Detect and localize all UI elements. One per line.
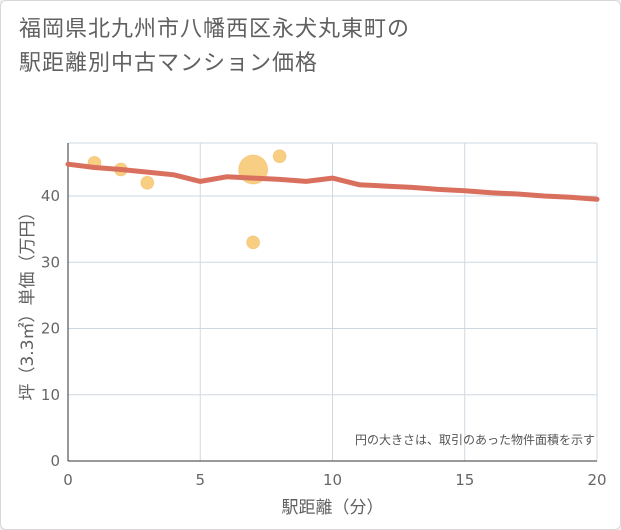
tick-labels: 0 5 10 15 20 0 10 20 30 40: [41, 187, 607, 489]
trend-line: [65, 161, 600, 202]
title-line-1: 福岡県北九州市八幡西区永犬丸東町の: [19, 17, 411, 42]
y-tick-label: 10: [41, 386, 60, 404]
trend-group: [65, 161, 600, 202]
x-tick-label: 20: [587, 471, 606, 489]
data-point: [246, 235, 261, 250]
x-tick-label: 5: [195, 471, 205, 489]
chart-title: 福岡県北九州市八幡西区永犬丸東町の 駅距離別中古マンション価格: [19, 13, 609, 81]
title-line-2: 駅距離別中古マンション価格: [19, 51, 319, 76]
axes: [67, 143, 597, 462]
x-tick-label: 15: [455, 471, 474, 489]
y-axis-label: 坪（3.3㎡）単価（万円）: [18, 203, 38, 400]
size-note: 円の大きさは、取引のあった物件面積を示す: [355, 432, 595, 447]
x-axis-label: 駅距離（分）: [282, 498, 384, 518]
y-tick-label: 40: [41, 187, 60, 205]
y-tick-label: 0: [50, 452, 60, 470]
data-point: [140, 175, 155, 190]
x-tick-label: 0: [63, 471, 73, 489]
y-tick-label: 20: [41, 320, 60, 338]
data-point: [272, 149, 287, 164]
x-tick-label: 10: [323, 471, 342, 489]
y-tick-label: 30: [41, 253, 60, 271]
